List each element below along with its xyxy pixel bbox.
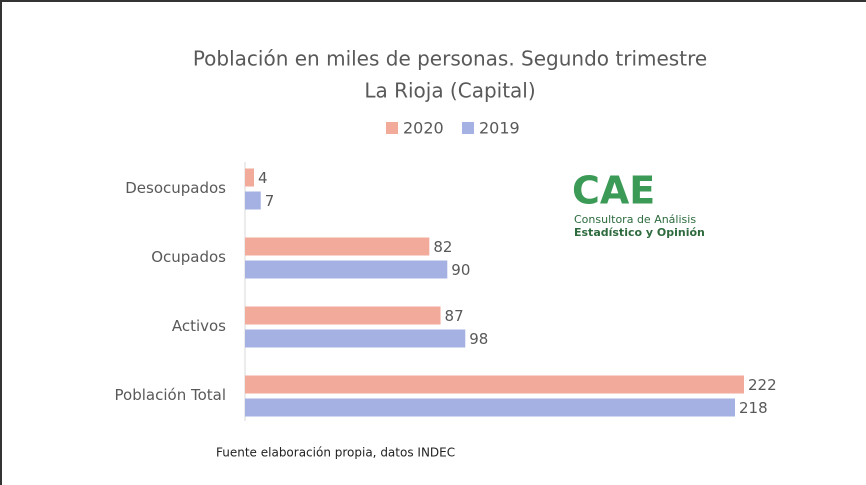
bar [245,306,441,325]
logo-text: Estadístico y Opinión [574,226,705,239]
legend-label: 2020 [403,119,444,138]
data-label: 7 [265,192,275,210]
logo-mark: CAE [572,169,655,213]
data-label: 222 [748,376,777,394]
bar [245,329,466,348]
bar [245,237,430,256]
data-label: 87 [445,307,464,325]
legend-label: 2019 [479,119,520,138]
chart-title: Población en miles de personas. Segundo … [193,47,707,71]
data-label: 82 [433,238,452,256]
y-tick-label: Ocupados [151,248,226,266]
y-tick-label: Población Total [115,386,226,404]
y-tick-label: Activos [172,317,226,335]
chart-subtitle: La Rioja (Capital) [364,79,535,103]
bar [245,375,744,394]
source-note: Fuente elaboración propia, datos INDEC [216,446,455,460]
data-label: 98 [469,330,488,348]
data-label: 90 [451,261,470,279]
y-tick-label: Desocupados [125,179,226,197]
legend-swatch [462,122,474,134]
data-label: 218 [739,399,768,417]
data-label: 4 [258,169,268,187]
bar [245,168,254,187]
legend-swatch [386,122,398,134]
bar [245,191,261,210]
bar [245,398,736,417]
logo-text: Consultora de Análisis [574,213,696,226]
bar [245,260,448,279]
